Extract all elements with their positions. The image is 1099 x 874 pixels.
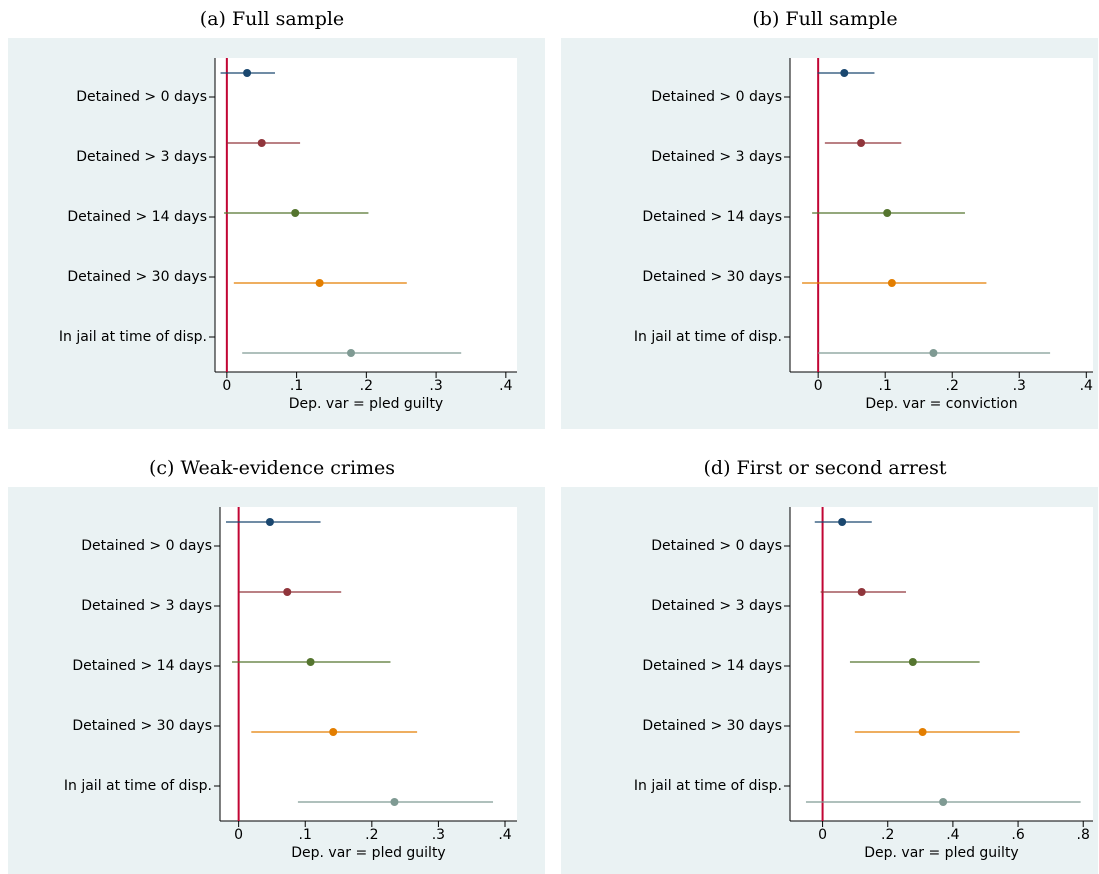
y-tick-label: Detained > 30 days bbox=[67, 269, 207, 285]
x-tick-label: 0 bbox=[818, 827, 827, 843]
y-tick-label: In jail at time of disp. bbox=[634, 329, 782, 345]
x-tick-label: .1 bbox=[879, 378, 892, 394]
x-tick-label: .4 bbox=[1080, 378, 1093, 394]
point-estimate bbox=[315, 279, 324, 287]
x-tick-label: .6 bbox=[1011, 827, 1024, 843]
x-tick-label: 0 bbox=[234, 827, 243, 843]
point-estimate bbox=[257, 139, 266, 147]
point-estimate bbox=[908, 658, 917, 666]
x-axis-label: Dep. var = pled guilty bbox=[864, 845, 1018, 861]
x-axis-label: Dep. var = pled guilty bbox=[289, 396, 443, 412]
panel-title: (d) First or second arrest bbox=[704, 457, 947, 479]
y-tick-label: Detained > 14 days bbox=[67, 209, 207, 225]
y-tick-label: Detained > 3 days bbox=[81, 598, 212, 614]
x-tick-label: .1 bbox=[290, 378, 303, 394]
point-estimate bbox=[918, 728, 927, 736]
point-estimate bbox=[929, 349, 938, 357]
y-tick-label: Detained > 0 days bbox=[651, 89, 782, 105]
y-tick-label: In jail at time of disp. bbox=[64, 778, 212, 794]
y-tick-label: Detained > 0 days bbox=[76, 89, 207, 105]
y-tick-label: Detained > 0 days bbox=[651, 538, 782, 554]
y-tick-label: Detained > 0 days bbox=[81, 538, 212, 554]
panel-title: (b) Full sample bbox=[752, 8, 897, 30]
x-axis-label: Dep. var = conviction bbox=[865, 396, 1017, 412]
y-tick-label: Detained > 14 days bbox=[72, 658, 212, 674]
x-tick-label: .4 bbox=[946, 827, 959, 843]
plot-area bbox=[790, 58, 1093, 372]
x-tick-label: .2 bbox=[360, 378, 373, 394]
x-tick-label: .3 bbox=[1013, 378, 1026, 394]
x-tick-label: .8 bbox=[1077, 827, 1090, 843]
point-estimate bbox=[329, 728, 338, 736]
panel-title: (c) Weak-evidence crimes bbox=[149, 457, 395, 479]
y-tick-label: In jail at time of disp. bbox=[59, 329, 207, 345]
point-estimate bbox=[838, 518, 847, 526]
y-tick-label: Detained > 30 days bbox=[642, 269, 782, 285]
panel-title: (a) Full sample bbox=[200, 8, 344, 30]
x-axis-label: Dep. var = pled guilty bbox=[291, 845, 445, 861]
y-tick-label: Detained > 3 days bbox=[651, 149, 782, 165]
y-tick-label: Detained > 30 days bbox=[642, 718, 782, 734]
x-tick-label: 0 bbox=[222, 378, 231, 394]
x-tick-label: .2 bbox=[365, 827, 378, 843]
point-estimate bbox=[939, 798, 948, 806]
point-estimate bbox=[857, 139, 866, 147]
plot-area bbox=[790, 507, 1093, 821]
y-tick-label: In jail at time of disp. bbox=[634, 778, 782, 794]
y-tick-label: Detained > 3 days bbox=[651, 598, 782, 614]
point-estimate bbox=[283, 588, 292, 596]
y-tick-label: Detained > 14 days bbox=[642, 658, 782, 674]
point-estimate bbox=[857, 588, 866, 596]
point-estimate bbox=[390, 798, 399, 806]
x-tick-label: .2 bbox=[881, 827, 894, 843]
point-estimate bbox=[291, 209, 300, 217]
plot-area bbox=[220, 507, 517, 821]
point-estimate bbox=[243, 69, 252, 77]
point-estimate bbox=[883, 209, 892, 217]
point-estimate bbox=[265, 518, 274, 526]
y-tick-label: Detained > 30 days bbox=[72, 718, 212, 734]
y-tick-label: Detained > 3 days bbox=[76, 149, 207, 165]
y-tick-label: Detained > 14 days bbox=[642, 209, 782, 225]
x-tick-label: .3 bbox=[429, 378, 442, 394]
point-estimate bbox=[840, 69, 849, 77]
x-tick-label: .3 bbox=[432, 827, 445, 843]
point-estimate bbox=[306, 658, 315, 666]
x-tick-label: 0 bbox=[814, 378, 823, 394]
plot-area bbox=[215, 58, 517, 372]
x-tick-label: .2 bbox=[946, 378, 959, 394]
x-tick-label: .4 bbox=[498, 827, 511, 843]
point-estimate bbox=[347, 349, 356, 357]
x-tick-label: .1 bbox=[299, 827, 312, 843]
x-tick-label: .4 bbox=[499, 378, 512, 394]
point-estimate bbox=[887, 279, 896, 287]
